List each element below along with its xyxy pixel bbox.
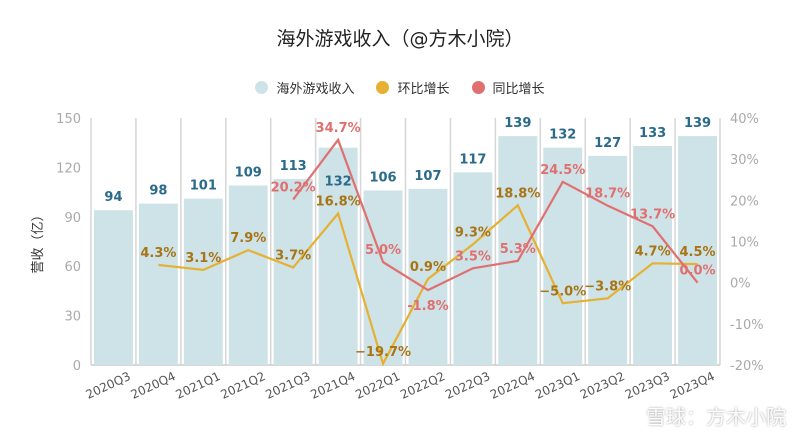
x-tick-label: 2021Q4 [308, 369, 357, 402]
qoq-data-label: 3.1% [185, 251, 221, 266]
x-tick-label: 2021Q3 [263, 369, 312, 402]
qoq-data-label: 7.9% [230, 231, 266, 246]
bar [543, 147, 583, 365]
x-tick-label: 2022Q1 [353, 369, 402, 402]
bar-value-label: 133 [639, 126, 666, 141]
bar-value-label: 132 [325, 175, 352, 190]
x-tick-label: 2023Q1 [533, 369, 582, 402]
bar-value-label: 98 [149, 184, 167, 199]
bar-value-label: 139 [504, 116, 531, 131]
yoy-line [292, 137, 699, 292]
legend-label: 海外游戏收入 [276, 82, 355, 97]
bar-value-label: 106 [369, 170, 396, 185]
bar-value-label: 127 [594, 136, 621, 151]
qoq-data-label: 4.7% [635, 244, 671, 259]
qoq-line [158, 203, 698, 367]
y-tick-label: 120 [56, 161, 81, 176]
bar [678, 136, 717, 365]
watermark: 雪球：方木小院 [646, 405, 786, 429]
y2-tick-label: 20% [730, 194, 759, 209]
legend-marker [376, 81, 390, 94]
legend: 海外游戏收入 环比增长 同比增长 [0, 78, 800, 97]
legend-item-revenue[interactable]: 海外游戏收入 [255, 78, 354, 97]
bar-value-label: 109 [235, 166, 262, 181]
bar [633, 145, 673, 365]
qoq-data-label: 0.9% [410, 260, 446, 275]
bar-value-label: 94 [104, 190, 122, 205]
y-tick-label: 60 [64, 260, 81, 275]
bar [228, 185, 268, 365]
chart-title: 海外游戏收入（@方木小院） [276, 28, 524, 50]
x-tick-label: 2022Q3 [443, 369, 492, 402]
y-tick-label: 30 [64, 310, 81, 325]
bar-value-label: 139 [684, 116, 711, 131]
yoy-data-label: 34.7% [316, 121, 361, 136]
x-tick-label: 2021Q1 [174, 369, 223, 402]
yoy-data-label: 5.0% [365, 243, 401, 258]
bar [408, 188, 448, 365]
bar-value-label: 113 [280, 159, 307, 174]
qoq-data-label: −3.8% [584, 279, 631, 294]
qoq-data-label: 4.3% [140, 246, 176, 261]
bar-value-label: 117 [459, 152, 486, 167]
legend-item-yoy[interactable]: 同比增长 [471, 78, 545, 97]
yoy-data-label: 18.7% [585, 187, 630, 202]
bar [588, 155, 628, 365]
legend-label: 同比增长 [492, 82, 545, 97]
legend-label: 环比增长 [397, 82, 450, 97]
y2-tick-label: -20% [730, 359, 764, 374]
qoq-data-label: −5.0% [539, 284, 586, 299]
yoy-data-label: 20.2% [271, 181, 316, 196]
qoq-data-label: 9.3% [455, 225, 491, 240]
x-tick-label: 2023Q2 [578, 369, 627, 402]
x-tick-label: 2023Q3 [623, 369, 672, 402]
bar [94, 210, 133, 365]
qoq-data-label: 4.5% [680, 245, 716, 260]
yoy-data-label: 3.5% [455, 249, 491, 264]
y2-tick-label: 10% [730, 236, 759, 251]
y2-tick-label: 40% [730, 112, 759, 127]
bar [273, 178, 313, 365]
bar [363, 190, 403, 365]
qoq-data-label: −19.7% [355, 345, 411, 360]
legend-item-qoq[interactable]: 环比增长 [376, 78, 450, 97]
bar [138, 203, 178, 365]
qoq-data-label: 18.8% [495, 186, 540, 201]
qoq-data-label: 16.8% [316, 195, 361, 210]
y-tick-label: 0 [73, 359, 81, 374]
bar-value-label: 101 [190, 179, 217, 194]
y-tick-label: 90 [64, 211, 81, 226]
x-tick-label: 2021Q2 [218, 369, 267, 402]
y2-tick-label: 30% [730, 153, 759, 168]
y-axis-label: 营收（亿） [31, 208, 46, 273]
legend-marker [255, 81, 269, 94]
bar-value-label: 132 [549, 128, 576, 143]
x-tick-label: 2022Q2 [398, 369, 447, 402]
yoy-data-label: 0.0% [680, 264, 716, 279]
bar-value-label: 107 [414, 169, 441, 184]
yoy-data-label: -1.8% [407, 299, 448, 314]
y2-tick-label: 0% [730, 277, 751, 292]
y2-tick-label: -10% [730, 318, 764, 333]
x-tick-label: 2020Q3 [84, 369, 133, 402]
bar [183, 198, 223, 365]
x-tick-label: 2022Q4 [488, 369, 537, 402]
yoy-data-label: 5.3% [500, 242, 536, 257]
legend-marker [471, 81, 485, 94]
y-tick-label: 150 [56, 112, 81, 127]
x-tick-label: 2020Q4 [129, 369, 178, 402]
bar [498, 136, 538, 365]
yoy-data-label: 13.7% [630, 207, 675, 222]
qoq-data-label: 3.7% [275, 248, 311, 263]
x-tick-label: 2023Q4 [668, 369, 717, 402]
yoy-data-label: 24.5% [540, 163, 585, 178]
